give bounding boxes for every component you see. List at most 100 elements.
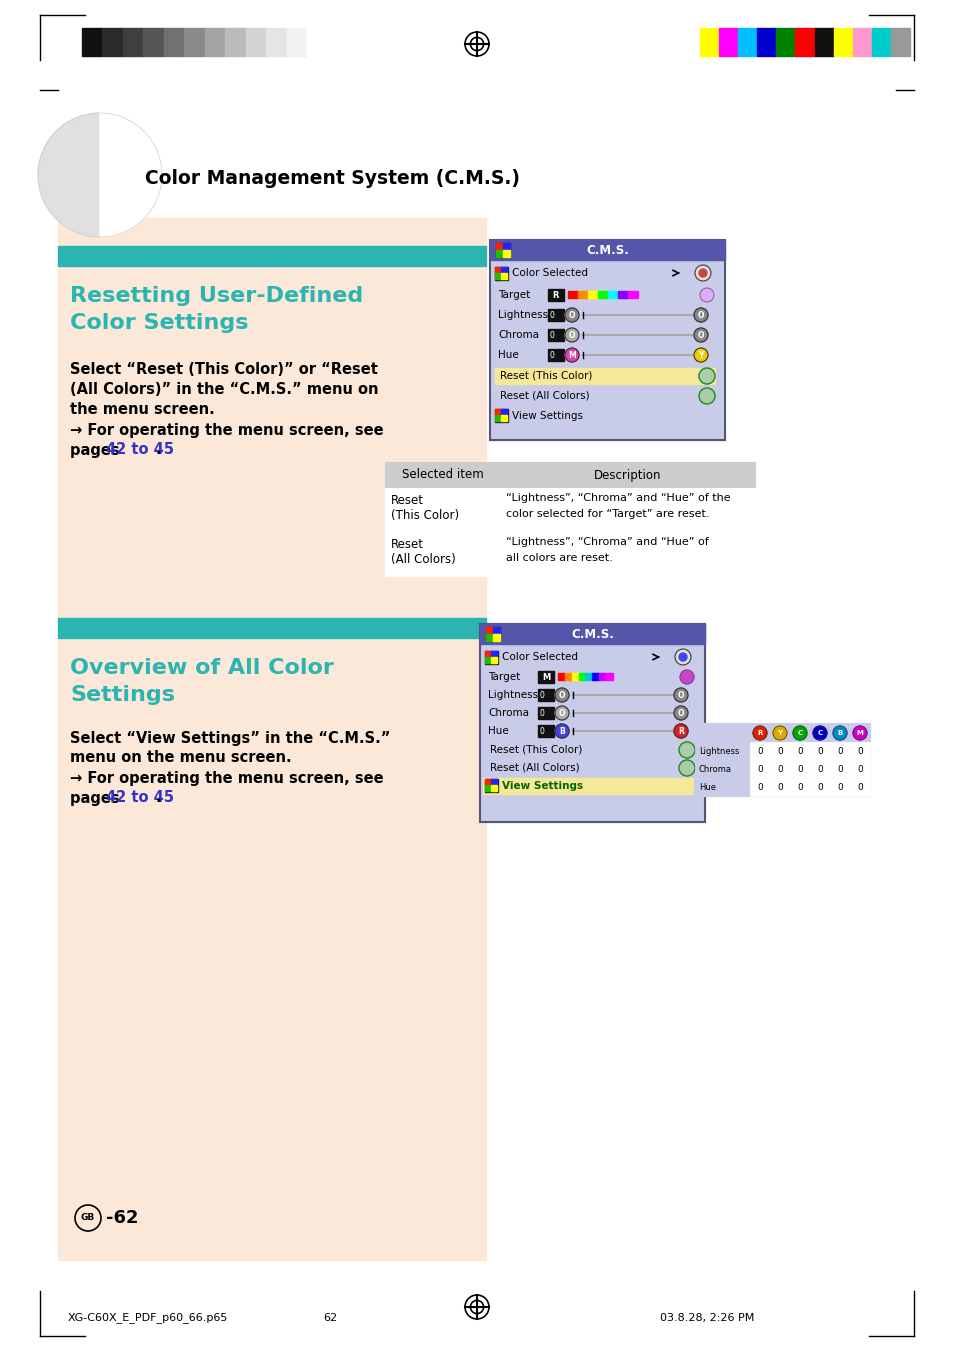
Bar (849, 778, 869, 796)
Circle shape (673, 707, 687, 720)
Text: Chroma: Chroma (488, 708, 529, 717)
Bar (496, 243, 502, 250)
Circle shape (699, 367, 714, 384)
Bar (757, 28, 776, 55)
Bar (809, 761, 829, 778)
Bar (493, 634, 499, 640)
Text: “Lightness”, “Chroma” and “Hue” of the: “Lightness”, “Chroma” and “Hue” of the (505, 493, 730, 503)
Circle shape (695, 265, 710, 281)
Bar (495, 367, 714, 384)
Text: Lightness: Lightness (488, 690, 537, 700)
Bar (485, 627, 499, 640)
Circle shape (693, 308, 707, 322)
Text: C.M.S.: C.M.S. (571, 627, 614, 640)
Bar (484, 651, 497, 663)
Bar (809, 778, 829, 796)
Text: 0: 0 (539, 690, 544, 700)
Bar (491, 651, 497, 657)
Bar (495, 409, 500, 415)
Circle shape (700, 288, 713, 303)
Text: R: R (678, 727, 683, 735)
Wedge shape (100, 113, 162, 236)
Bar (814, 28, 833, 55)
Circle shape (564, 328, 578, 342)
Bar (598, 290, 607, 299)
Text: Color Management System (C.M.S.): Color Management System (C.M.S.) (145, 169, 519, 188)
Text: 0: 0 (777, 765, 782, 774)
Bar (485, 627, 493, 634)
Text: Color Selected: Color Selected (512, 267, 587, 278)
Text: → For operating the menu screen, see: → For operating the menu screen, see (70, 770, 383, 785)
Bar (789, 778, 809, 796)
Bar (495, 409, 507, 422)
Text: all colors are reset.: all colors are reset. (505, 553, 612, 563)
Bar (849, 761, 869, 778)
Text: 0: 0 (757, 747, 762, 755)
Bar (592, 673, 598, 680)
Circle shape (555, 724, 568, 738)
Circle shape (772, 725, 786, 740)
Text: 0: 0 (549, 311, 554, 319)
Text: “Lightness”, “Chroma” and “Hue” of: “Lightness”, “Chroma” and “Hue” of (505, 536, 708, 547)
Bar (809, 724, 829, 742)
Bar (479, 624, 704, 821)
Text: (This Color): (This Color) (391, 509, 458, 523)
Circle shape (752, 725, 766, 740)
Bar (490, 240, 724, 440)
Bar (598, 673, 605, 680)
Bar (537, 689, 554, 701)
Bar (495, 415, 500, 422)
Text: 0: 0 (777, 782, 782, 792)
Text: Description: Description (593, 469, 660, 481)
Text: menu on the menu screen.: menu on the menu screen. (70, 751, 292, 766)
Bar (491, 780, 497, 785)
Text: Target: Target (497, 290, 530, 300)
Bar (558, 673, 564, 680)
Text: pages: pages (70, 790, 125, 805)
Text: O: O (697, 311, 703, 319)
Circle shape (675, 648, 690, 665)
Bar (776, 28, 795, 55)
Text: O: O (677, 690, 683, 700)
Text: Color Selected: Color Selected (501, 653, 578, 662)
Bar (499, 488, 754, 532)
Circle shape (555, 688, 568, 703)
Bar (484, 780, 497, 792)
Bar (287, 28, 307, 55)
Text: (All Colors): (All Colors) (391, 554, 456, 566)
Bar (82, 28, 102, 55)
Text: Reset (All Colors): Reset (All Colors) (490, 763, 579, 773)
Bar (605, 673, 613, 680)
Circle shape (679, 653, 686, 661)
Bar (695, 742, 749, 761)
Circle shape (812, 725, 826, 740)
Bar (479, 624, 704, 644)
Bar (484, 785, 491, 790)
Bar (496, 243, 510, 257)
Bar (385, 532, 499, 576)
Bar (143, 28, 164, 55)
Bar (123, 28, 143, 55)
Text: Y: Y (698, 350, 703, 359)
Text: 0: 0 (797, 765, 802, 774)
Bar (205, 28, 225, 55)
Bar (491, 785, 497, 790)
Bar (495, 273, 500, 280)
Text: R: R (552, 290, 558, 300)
Text: Overview of All Color: Overview of All Color (70, 658, 334, 678)
Text: 0: 0 (817, 782, 822, 792)
Text: 0: 0 (539, 727, 544, 735)
Bar (789, 761, 809, 778)
Bar (829, 778, 849, 796)
Text: Select “Reset (This Color)” or “Reset: Select “Reset (This Color)” or “Reset (70, 362, 377, 377)
Bar (769, 724, 789, 742)
Bar (578, 290, 587, 299)
Bar (547, 330, 563, 340)
Bar (499, 532, 754, 576)
Circle shape (693, 349, 707, 362)
Bar (58, 218, 485, 1260)
Text: 0: 0 (757, 782, 762, 792)
Bar (700, 28, 719, 55)
Bar (833, 28, 852, 55)
Bar (499, 462, 754, 488)
